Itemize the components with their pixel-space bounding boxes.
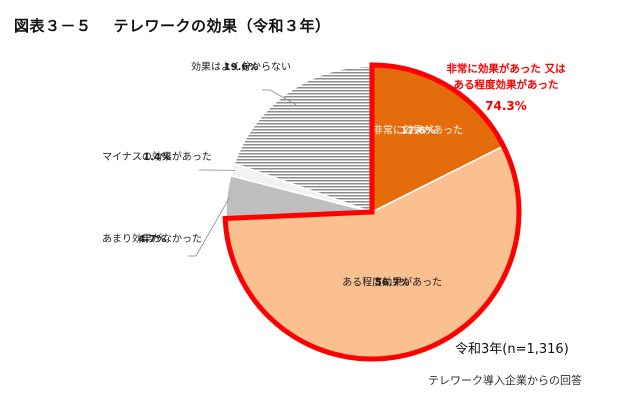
highlight-value: 74.3% <box>485 99 527 113</box>
sample-size-label: 令和3年(n=1,316) <box>455 342 569 357</box>
slice-category-label-4: マイナスの効果があった <box>102 150 212 163</box>
chart-title: 図表３－５ テレワークの効果（令和３年） <box>14 15 331 36</box>
footnote: テレワーク導入企業からの回答 <box>428 374 582 387</box>
leader-line-3 <box>188 197 231 257</box>
highlight-outline <box>222 62 522 362</box>
highlight-label-line1: 非常に効果があった 又は <box>446 62 566 75</box>
slice-category-label-3: あまり効果がなかった <box>102 232 202 245</box>
slice-category-label-5: 効果はよく分からない <box>191 60 291 73</box>
figure-number: 図表３－５ <box>14 17 92 35</box>
slice-category-label-2: ある程度効果があった <box>342 276 442 289</box>
pie-slice-5 <box>233 65 373 214</box>
highlight-label-line2: ある程度効果があった <box>454 78 559 91</box>
figure-title: テレワークの効果（令和３年） <box>113 17 331 35</box>
slice-value-label-1: 17.6% <box>401 126 436 137</box>
slice-value-label-4: 1.4% <box>143 152 171 163</box>
slice-value-label-5: 19.6% <box>224 62 259 73</box>
slice-value-label-3: 4.7% <box>138 234 166 245</box>
leader-line-5 <box>262 89 297 106</box>
callout-lines <box>188 89 297 257</box>
slice-value-label-2: 56.7% <box>375 278 410 289</box>
slice-category-label-1: 非常に効果があった <box>373 124 463 137</box>
